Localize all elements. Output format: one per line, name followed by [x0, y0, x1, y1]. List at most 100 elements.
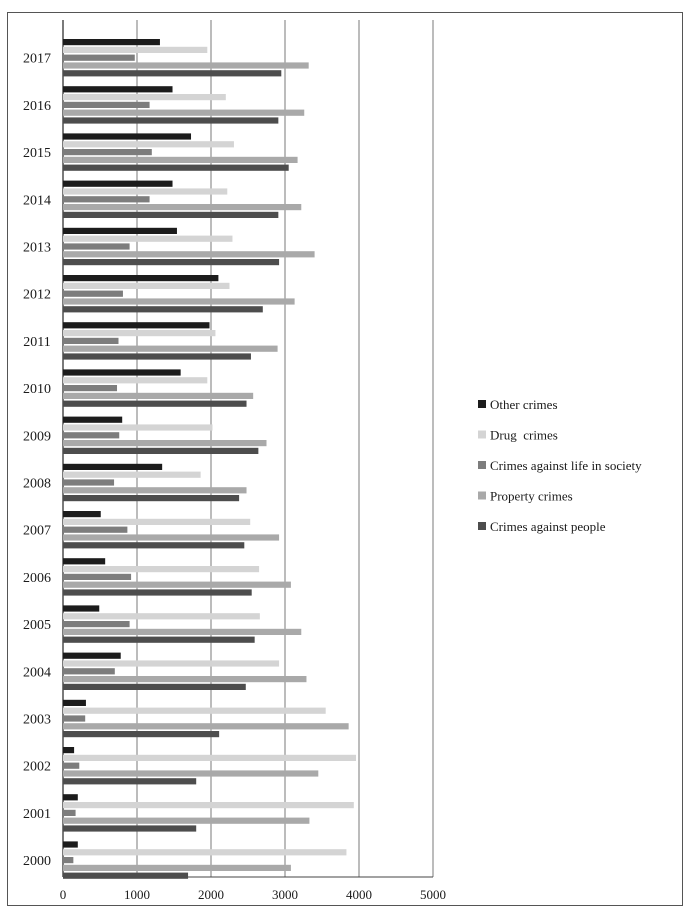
x-tick-label: 5000: [420, 887, 446, 902]
bar: [63, 841, 78, 847]
category-label: 2002: [23, 760, 51, 775]
bar: [63, 794, 78, 800]
legend-swatch: [478, 400, 486, 408]
bar: [63, 62, 309, 68]
bar: [63, 204, 301, 210]
category-label: 2005: [23, 618, 51, 633]
bar: [63, 542, 244, 548]
bar: [63, 448, 258, 454]
bar: [63, 188, 227, 194]
bar: [63, 196, 150, 202]
bar: [63, 377, 207, 383]
bar: [63, 676, 306, 682]
bar: [63, 495, 239, 501]
bar: [63, 275, 218, 281]
category-label: 2001: [23, 807, 51, 822]
bar: [63, 393, 253, 399]
bar: [63, 660, 279, 666]
bar: [63, 55, 135, 61]
bar: [63, 417, 122, 423]
bar: [63, 464, 162, 470]
bar: [63, 849, 346, 855]
bar: [63, 212, 278, 218]
bar: [63, 605, 99, 611]
bar: [63, 86, 173, 92]
bar: [63, 353, 251, 359]
legend-label: Crimes against life in society: [490, 458, 642, 473]
bar: [63, 291, 123, 297]
bar: [63, 519, 250, 525]
bar: [63, 346, 278, 352]
legend-swatch: [478, 492, 486, 500]
bar: [63, 283, 230, 289]
bar: [63, 818, 309, 824]
legend-label: Other crimes: [490, 397, 558, 412]
bar: [63, 165, 289, 171]
bar: [63, 110, 304, 116]
category-label: 2009: [23, 429, 51, 444]
bar: [63, 432, 119, 438]
bar: [63, 511, 101, 517]
bar: [63, 102, 150, 108]
category-label: 2006: [23, 571, 51, 586]
category-label: 2013: [23, 241, 51, 256]
bar: [63, 133, 191, 139]
bar: [63, 149, 152, 155]
bar: [63, 668, 115, 674]
x-tick-label: 4000: [346, 887, 372, 902]
bar: [63, 298, 295, 304]
bar: [63, 613, 260, 619]
x-tick-label: 1000: [124, 887, 150, 902]
bar: [63, 424, 212, 430]
bar: [63, 243, 130, 249]
bar: [63, 401, 247, 407]
x-tick-label: 0: [60, 887, 67, 902]
bar: [63, 236, 232, 242]
bar: [63, 770, 318, 776]
bar: [63, 472, 201, 478]
bar: [63, 479, 114, 485]
bar: [63, 778, 196, 784]
bar: [63, 487, 247, 493]
category-label: 2003: [23, 713, 51, 728]
bar: [63, 228, 177, 234]
bar: [63, 653, 121, 659]
bar: [63, 865, 291, 871]
bar: [63, 755, 356, 761]
bar: [63, 873, 188, 879]
bar: [63, 94, 226, 100]
bar: [63, 369, 181, 375]
bar: [63, 440, 267, 446]
bar: [63, 181, 173, 187]
bar: [63, 802, 354, 808]
category-label: 2004: [23, 665, 51, 680]
bar: [63, 715, 85, 721]
bar: [63, 582, 291, 588]
bar: [63, 330, 215, 336]
bar: [63, 574, 131, 580]
bar: [63, 259, 279, 265]
category-label: 2017: [23, 52, 51, 67]
bar: [63, 566, 259, 572]
bar: [63, 763, 79, 769]
category-label: 2014: [23, 193, 51, 208]
bar: [63, 534, 279, 540]
bar: [63, 747, 74, 753]
legend-label: Crimes against people: [490, 519, 606, 534]
bar: [63, 47, 207, 53]
bar: [63, 70, 281, 76]
legend-label: Property crimes: [490, 489, 573, 504]
bar: [63, 723, 349, 729]
x-tick-label: 2000: [198, 887, 224, 902]
category-label: 2015: [23, 146, 51, 161]
bar: [63, 621, 130, 627]
bar: [63, 589, 252, 595]
bar: [63, 157, 298, 163]
bar: [63, 527, 127, 533]
legend-swatch: [478, 461, 486, 469]
bar: [63, 825, 196, 831]
category-label: 2007: [23, 524, 51, 539]
bar: [63, 810, 76, 816]
